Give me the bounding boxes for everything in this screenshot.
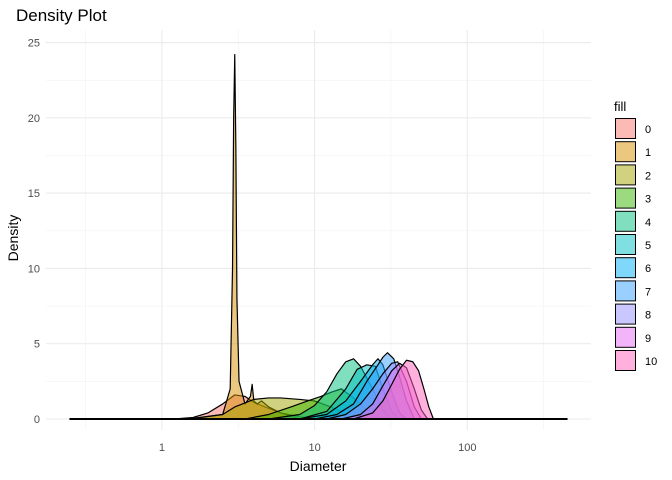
legend-label: 7 <box>645 286 651 298</box>
x-tick-label: 100 <box>458 442 476 454</box>
legend-item-0: 0 <box>615 118 651 139</box>
density-series <box>69 53 568 420</box>
y-tick-label: 20 <box>28 113 40 125</box>
legend-label: 6 <box>645 263 651 275</box>
legend-item-9: 9 <box>615 326 651 348</box>
y-tick-label: 5 <box>34 339 40 351</box>
y-tick-label: 25 <box>28 38 40 50</box>
legend-label: 10 <box>645 356 657 368</box>
x-axis-title: Diameter <box>290 458 347 474</box>
legend-label: 8 <box>645 310 651 322</box>
legend-item-8: 8 <box>615 303 651 325</box>
legend: fill 0 1 2 3 4 5 6 7 8 9 10 <box>614 99 657 371</box>
legend-swatch <box>615 234 636 255</box>
legend-item-2: 2 <box>615 164 651 186</box>
legend-item-4: 4 <box>615 210 651 232</box>
legend-swatch <box>615 303 636 325</box>
legend-swatch <box>615 210 636 232</box>
x-axis-ticks: 1 10 100 <box>159 442 477 454</box>
legend-item-10: 10 <box>615 350 657 371</box>
chart-title: Density Plot <box>16 6 107 25</box>
legend-swatch <box>615 280 636 302</box>
legend-label: 9 <box>645 333 651 345</box>
legend-swatch <box>615 350 636 371</box>
legend-item-7: 7 <box>615 280 651 302</box>
legend-label: 4 <box>645 217 651 229</box>
legend-swatch <box>615 326 636 348</box>
legend-item-3: 3 <box>615 187 651 209</box>
legend-swatch <box>615 141 636 163</box>
y-axis-ticks: 0 5 10 15 20 25 <box>28 38 40 426</box>
density-series-4 <box>69 358 568 420</box>
grid-major <box>46 30 591 430</box>
y-axis-title: Density <box>5 215 21 262</box>
legend-item-1: 1 <box>615 141 651 163</box>
legend-item-6: 6 <box>615 257 651 279</box>
legend-label: 5 <box>645 240 651 252</box>
legend-label: 1 <box>645 147 651 159</box>
legend-swatch <box>615 257 636 279</box>
y-tick-label: 0 <box>34 414 40 426</box>
grid-minor <box>46 30 591 430</box>
legend-label: 2 <box>645 170 651 182</box>
legend-swatch <box>615 118 636 139</box>
density-series-10 <box>69 359 568 420</box>
legend-title: fill <box>614 99 626 114</box>
legend-swatch <box>615 164 636 186</box>
legend-item-5: 5 <box>615 234 651 255</box>
legend-label: 3 <box>645 194 651 206</box>
legend-swatch <box>615 187 636 209</box>
y-tick-label: 10 <box>28 263 40 275</box>
y-tick-label: 15 <box>28 188 40 200</box>
density-series-1 <box>69 53 568 420</box>
x-tick-label: 10 <box>308 442 320 454</box>
legend-label: 0 <box>645 124 651 136</box>
x-tick-label: 1 <box>159 442 165 454</box>
